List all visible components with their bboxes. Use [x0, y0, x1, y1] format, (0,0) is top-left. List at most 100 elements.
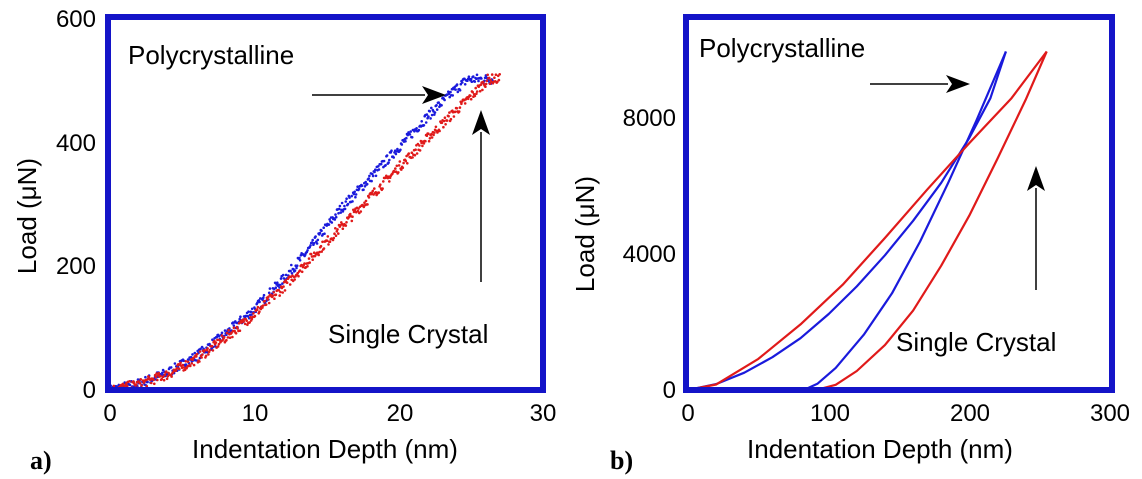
panel-a-data-point: [470, 80, 474, 83]
panel-a-data-point: [261, 306, 264, 309]
panel-a-data-point: [184, 360, 188, 363]
panel-a-data-point: [298, 259, 302, 262]
panel-a-data-point: [310, 241, 314, 244]
panel-a-data-point: [402, 161, 405, 165]
panel-a-data-point: [440, 121, 444, 125]
panel-a-data-point: [334, 227, 337, 230]
panel-a-data-point: [243, 322, 247, 326]
panel-a-data-point: [288, 283, 292, 286]
panel-a-data-point: [395, 164, 399, 168]
panel-a-data-point: [306, 249, 309, 252]
panel-a-data-point: [422, 124, 426, 127]
panel-a-data-point: [261, 298, 264, 302]
panel-a-data-point: [473, 94, 477, 98]
panel-a-data-point: [336, 228, 339, 231]
panel-a-data-point: [140, 384, 143, 387]
panel-a-data-point: [333, 218, 337, 221]
panel-a-data-point: [239, 315, 242, 319]
panel-a-frame: [105, 14, 546, 393]
panel-a-data-point: [397, 171, 400, 174]
panel-a-data-point: [312, 241, 316, 245]
panel-a-data-point: [480, 77, 483, 80]
panel-a-data-point: [231, 335, 234, 339]
panel-a-data-point: [427, 132, 430, 135]
panel-a-data-point: [216, 338, 219, 342]
panel-a-data-point: [319, 244, 323, 248]
panel-a-data-point: [307, 257, 311, 260]
panel-a-data-point: [316, 238, 320, 242]
panel-a-data-point: [281, 273, 285, 277]
panel-a-data-point: [320, 250, 324, 253]
panel-a-data-point: [160, 377, 164, 381]
panel-a-data-point: [327, 243, 330, 246]
panel-a-data-point: [334, 213, 337, 216]
panel-a-data-point: [475, 90, 479, 93]
panel-a-data-point: [179, 361, 182, 365]
panel-a-data-point: [173, 362, 177, 365]
panel-a-data-point: [430, 132, 433, 136]
panel-a-data-point: [407, 152, 411, 155]
panel-a-data-point: [497, 78, 501, 82]
panel-a-data-point: [266, 298, 270, 301]
panel-b-single-crystal-annotation: Single Crystal: [896, 327, 1056, 357]
panel-a-data-point: [442, 119, 446, 123]
panel-a-data-point: [373, 187, 376, 190]
panel-a-data-point: [459, 82, 463, 86]
panel-a-data-point: [300, 263, 303, 267]
panel-b-x-tick-label: 100: [810, 400, 850, 427]
panel-a-data-point: [331, 238, 335, 242]
panel-a-data-point: [281, 282, 284, 285]
panel-a-data-point: [267, 291, 271, 295]
panel-a-data-point: [252, 312, 255, 315]
panel-a-data-point: [161, 368, 165, 372]
panel-a-data-point: [444, 123, 447, 126]
panel-a-data-point: [262, 293, 266, 297]
panel-a-data-point: [328, 240, 332, 243]
panel-a-data-point: [198, 350, 202, 353]
panel-a-data-point: [367, 177, 371, 180]
panel-a-data-point: [200, 356, 203, 359]
panel-a-data-point: [322, 247, 326, 250]
panel-a-data-point: [384, 164, 387, 167]
panel-a-data-point: [400, 168, 403, 171]
panel-a-data-point: [458, 106, 462, 109]
panel-a-data-point: [273, 297, 276, 301]
panel-a-data-point: [496, 80, 499, 84]
panel-a-x-axis-title: Indentation Depth (nm): [192, 434, 458, 464]
panel-a-data-point: [438, 129, 441, 133]
panel-a-data-point: [279, 277, 283, 280]
panel-a-data-point: [377, 191, 381, 194]
panel-a-y-tick-label: 400: [56, 130, 96, 157]
panel-a-data-point: [467, 75, 471, 78]
panel-a-data-point: [170, 375, 173, 378]
panel-a-single-crystal-annotation: Single Crystal: [328, 319, 488, 349]
panel-a-data-point: [494, 73, 498, 76]
panel-a-data-point: [448, 111, 451, 114]
panel-a-data-point: [379, 183, 382, 186]
panel-a-x-tick-label: 0: [103, 400, 116, 427]
panel-b-vertical-arrow: [1027, 166, 1045, 290]
panel-a-data-point: [371, 172, 374, 176]
panel-a-data-point: [155, 372, 158, 375]
panel-a-data-point: [295, 266, 298, 270]
panel-a-data-point: [200, 345, 204, 349]
panel-a-data-point: [126, 384, 129, 388]
panel-a-data-point: [351, 200, 354, 203]
panel-a-data-point: [493, 76, 496, 79]
panel-a-data-point: [165, 370, 168, 373]
panel-a-data-point: [382, 180, 385, 183]
panel-a-data-point: [471, 90, 475, 94]
panel-a-data-point: [175, 367, 179, 370]
panel-a-data-point: [328, 218, 331, 221]
panel-a-data-point: [447, 90, 450, 93]
panel-a-data-point: [418, 149, 422, 152]
panel-a-data-point: [398, 160, 402, 163]
panel-a-data-point: [315, 242, 319, 245]
panel-a-data-point: [405, 136, 408, 140]
panel-a-data-point: [293, 278, 297, 281]
panel-a-data-point: [394, 170, 398, 173]
panel-a-data-point: [352, 192, 356, 196]
panel-a-data-point: [359, 210, 363, 213]
panel-a-data-point: [290, 272, 294, 275]
panel-a-data-point: [308, 261, 312, 264]
